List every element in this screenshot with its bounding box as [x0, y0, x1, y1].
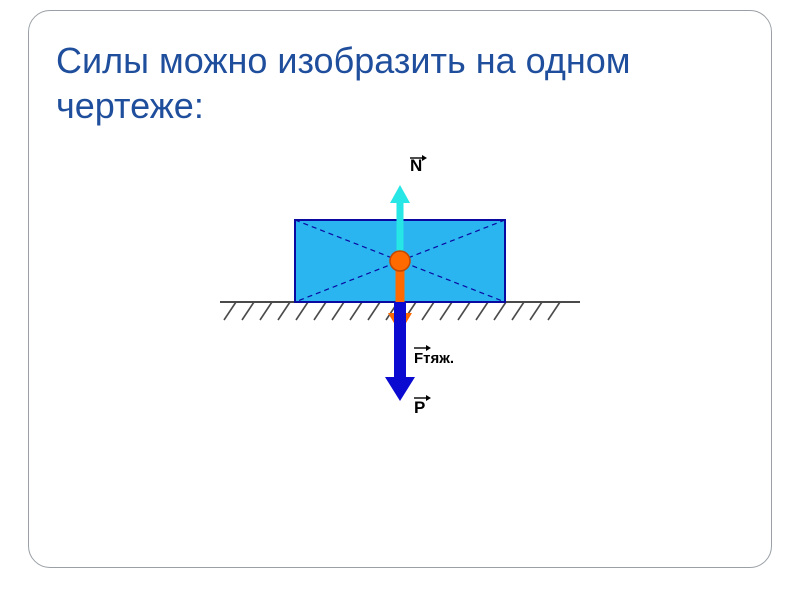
force-diagram: N Fтяж. P: [200, 155, 600, 465]
p-vector-overline-head: [426, 395, 431, 401]
ground-hatch: [368, 302, 380, 320]
ground-hatch: [458, 302, 470, 320]
ground-hatch: [296, 302, 308, 320]
ground-hatch: [440, 302, 452, 320]
n-vector-overline-head: [422, 155, 427, 161]
ground-hatch: [476, 302, 488, 320]
fgrav-force-label: Fтяж.: [414, 350, 454, 367]
ground-hatch: [422, 302, 434, 320]
ground-hatch: [260, 302, 272, 320]
center-of-mass-dot: [390, 251, 410, 271]
ground-hatch: [242, 302, 254, 320]
slide-title: Силы можно изобразить на одном чертеже:: [56, 38, 756, 128]
ground-hatch: [494, 302, 506, 320]
ground-hatch: [512, 302, 524, 320]
ground-hatch: [332, 302, 344, 320]
p-force-head: [385, 377, 415, 401]
ground-hatch: [314, 302, 326, 320]
ground-hatch: [224, 302, 236, 320]
n-force-label: N: [410, 156, 422, 175]
ground-hatch: [530, 302, 542, 320]
slide: Силы можно изобразить на одном чертеже: …: [0, 0, 800, 600]
p-force-label: P: [414, 398, 425, 417]
ground-hatch: [278, 302, 290, 320]
ground-hatch: [548, 302, 560, 320]
n-force-head: [390, 185, 410, 203]
diagram-container: N Fтяж. P: [200, 155, 600, 470]
ground-hatch: [350, 302, 362, 320]
